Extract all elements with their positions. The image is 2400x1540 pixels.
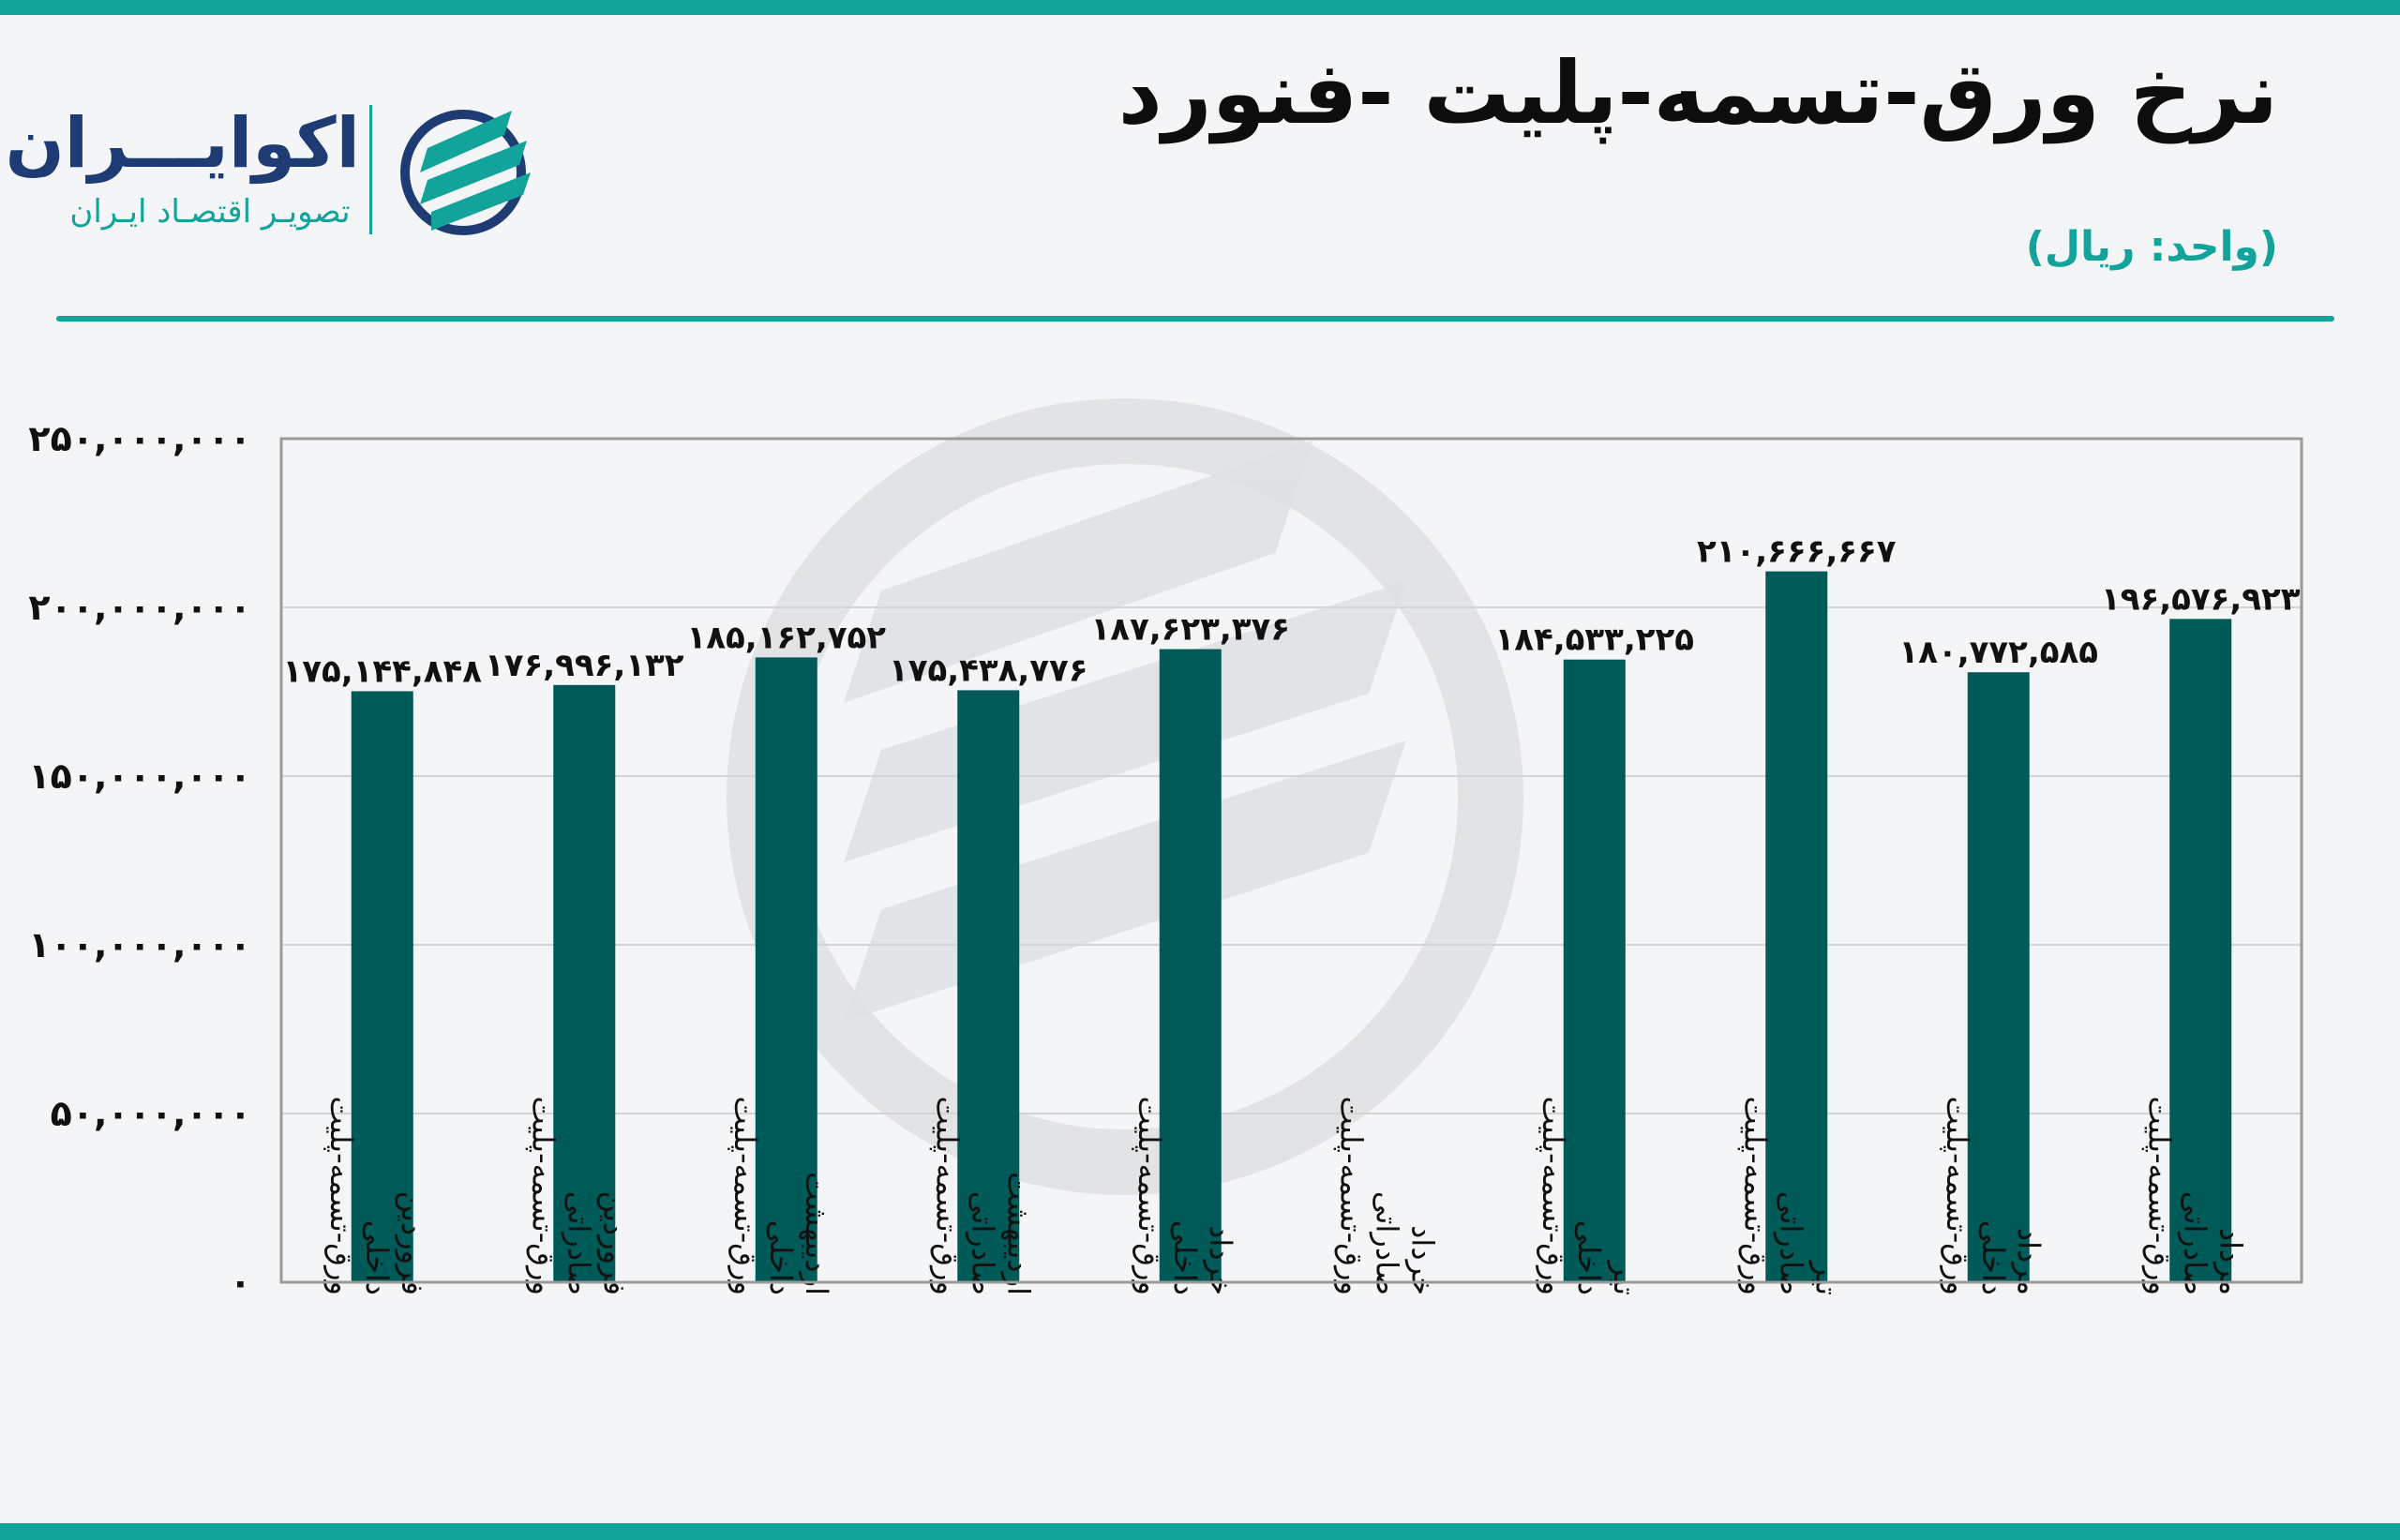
y-axis-ticks: ۰ ۵۰,۰۰۰,۰۰۰ ۱۰۰,۰۰۰,۰۰۰ ۱۵۰,۰۰۰,۰۰۰ ۲۰۰,۰۰۰… — [28, 418, 251, 1303]
category-label-line: خرداد — [1203, 1225, 1238, 1295]
category-label: ورق-تسمه-پلیت داخلی فروردین — [323, 1096, 430, 1295]
data-label: ۱۹۶,۵۷۶,۹۲۳ — [2101, 580, 2301, 618]
category-label-line: اردیبهشت — [799, 1172, 834, 1295]
category-label-line: فروردین — [596, 1191, 632, 1295]
category-label: ورق-تسمه-پلیت صادراتی تیر — [1737, 1096, 1844, 1295]
category-label-line: ورق-تسمه-پلیت — [1737, 1096, 1773, 1295]
grid-lines — [281, 606, 2302, 1114]
category-label-line: اردیبهشت — [1000, 1172, 1036, 1295]
category-label-line: داخلی — [1571, 1220, 1607, 1295]
category-label: ورق-تسمه-پلیت صادراتی خرداد — [1333, 1096, 1440, 1295]
category-label-line: داخلی — [1167, 1220, 1203, 1295]
category-label-line: خرداد — [1404, 1225, 1440, 1295]
bars — [351, 571, 2232, 1282]
y-tick-label: ۲۰۰,۰۰۰,۰۰۰ — [28, 587, 251, 628]
category-label: ورق-تسمه-پلیت داخلی خرداد — [1132, 1096, 1238, 1295]
category-label-line: صادراتی — [2177, 1191, 2212, 1295]
category-label-line: تیر — [1607, 1260, 1642, 1295]
data-label: ۱۷۶,۹۹۶,۱۳۲ — [485, 647, 684, 684]
logo-divider — [369, 105, 372, 234]
data-labels: ۱۷۵,۱۴۴,۸۴۸ ۱۷۶,۹۹۶,۱۳۲۱۸۵,۱۶۲,۷۵۲۱۷۵,۴۳۸… — [282, 533, 2300, 691]
category-label-line: ورق-تسمه-پلیت — [929, 1096, 965, 1295]
category-label: ورق-تسمه-پلیت صادراتی اردیبهشت — [929, 1096, 1036, 1295]
logo-tagline: تصویـر اقتصـاد ایـران — [69, 193, 351, 231]
category-label-line: صادراتی — [561, 1191, 596, 1295]
category-label-line: ورق-تسمه-پلیت — [1940, 1096, 1975, 1295]
data-label: ۱۸۴,۵۳۳,۲۲۵ — [1494, 621, 1694, 659]
top-accent-band — [0, 0, 2400, 15]
bar — [1765, 571, 1828, 1282]
y-tick-label: ۵۰,۰۰۰,۰۰۰ — [51, 1093, 251, 1134]
y-tick-label: ۱۵۰,۰۰۰,۰۰۰ — [28, 755, 251, 797]
data-label: ۲۱۰,۶۶۶,۶۶۷ — [1697, 533, 1897, 571]
y-tick-label: ۲۵۰,۰۰۰,۰۰۰ — [28, 418, 251, 459]
data-label: ۱۸۵,۱۶۲,۷۵۲ — [686, 619, 886, 656]
bar — [755, 657, 818, 1282]
data-label: ۱۷۵,۱۴۴,۸۴۸ — [282, 652, 482, 690]
category-label-line: ورق-تسمه-پلیت — [2141, 1096, 2177, 1295]
unit-label: (واحد: ریال) — [2025, 223, 2278, 271]
category-label-line: ورق-تسمه-پلیت — [323, 1096, 359, 1295]
plot-frame — [279, 437, 2303, 1284]
logo-mark-icon — [400, 110, 531, 235]
ecoiran-logo: اکوایـــران تصویـر اقتصـاد ایـران — [5, 94, 548, 244]
category-label-line: فروردین — [395, 1191, 430, 1295]
category-label-line: صادراتی — [1773, 1191, 1808, 1295]
category-label-line: صادراتی — [1369, 1191, 1404, 1295]
data-label: ۱۸۰,۷۷۲,۵۸۵ — [1898, 634, 2098, 671]
bar-chart: ۰ ۵۰,۰۰۰,۰۰۰ ۱۰۰,۰۰۰,۰۰۰ ۱۵۰,۰۰۰,۰۰۰ ۲۰۰,۰۰۰… — [28, 418, 2303, 1303]
bar — [351, 691, 413, 1282]
bar — [1159, 649, 1222, 1282]
category-label-line: مرداد — [2212, 1228, 2248, 1295]
header-divider — [56, 316, 2334, 321]
bar — [957, 690, 1020, 1282]
category-label-line: داخلی — [763, 1220, 799, 1295]
data-label: ۱۷۵,۴۳۸,۷۷۶ — [889, 651, 1088, 689]
category-label-line: تیر — [1808, 1260, 1844, 1295]
category-label-line: ورق-تسمه-پلیت — [1536, 1096, 1571, 1295]
data-label: ۱۸۷,۶۲۳,۳۷۶ — [1090, 611, 1290, 649]
category-label-line: ورق-تسمه-پلیت — [525, 1096, 561, 1295]
category-label-line: مرداد — [2011, 1228, 2047, 1295]
logo-name: اکوایـــران — [5, 103, 360, 184]
category-label-line: ورق-تسمه-پلیت — [1333, 1096, 1369, 1295]
x-axis-categories: ورق-تسمه-پلیت داخلی فروردین ورق-تسمه-پلیت صا… — [323, 1096, 2249, 1295]
category-label-line: صادراتی — [965, 1191, 1000, 1295]
bar — [553, 684, 616, 1282]
bar — [2169, 619, 2232, 1282]
category-label-line: داخلی — [359, 1220, 395, 1295]
category-label-line: ورق-تسمه-پلیت — [728, 1096, 763, 1295]
y-tick-label: ۰ — [230, 1262, 251, 1303]
category-label-line: داخلی — [1975, 1220, 2011, 1295]
category-label: ورق-تسمه-پلیت صادراتی فروردین — [525, 1096, 632, 1295]
y-tick-label: ۱۰۰,۰۰۰,۰۰۰ — [28, 924, 251, 965]
category-label: ورق-تسمه-پلیت صادراتی مرداد — [2141, 1096, 2248, 1295]
bottom-accent-band — [0, 1523, 2400, 1540]
bar — [1563, 659, 1626, 1282]
bar — [1967, 672, 2030, 1282]
chart-title: نرخ ورق-تسمه-پلیت -فنورد — [1118, 43, 2279, 143]
category-label-line: ورق-تسمه-پلیت — [1132, 1096, 1167, 1295]
